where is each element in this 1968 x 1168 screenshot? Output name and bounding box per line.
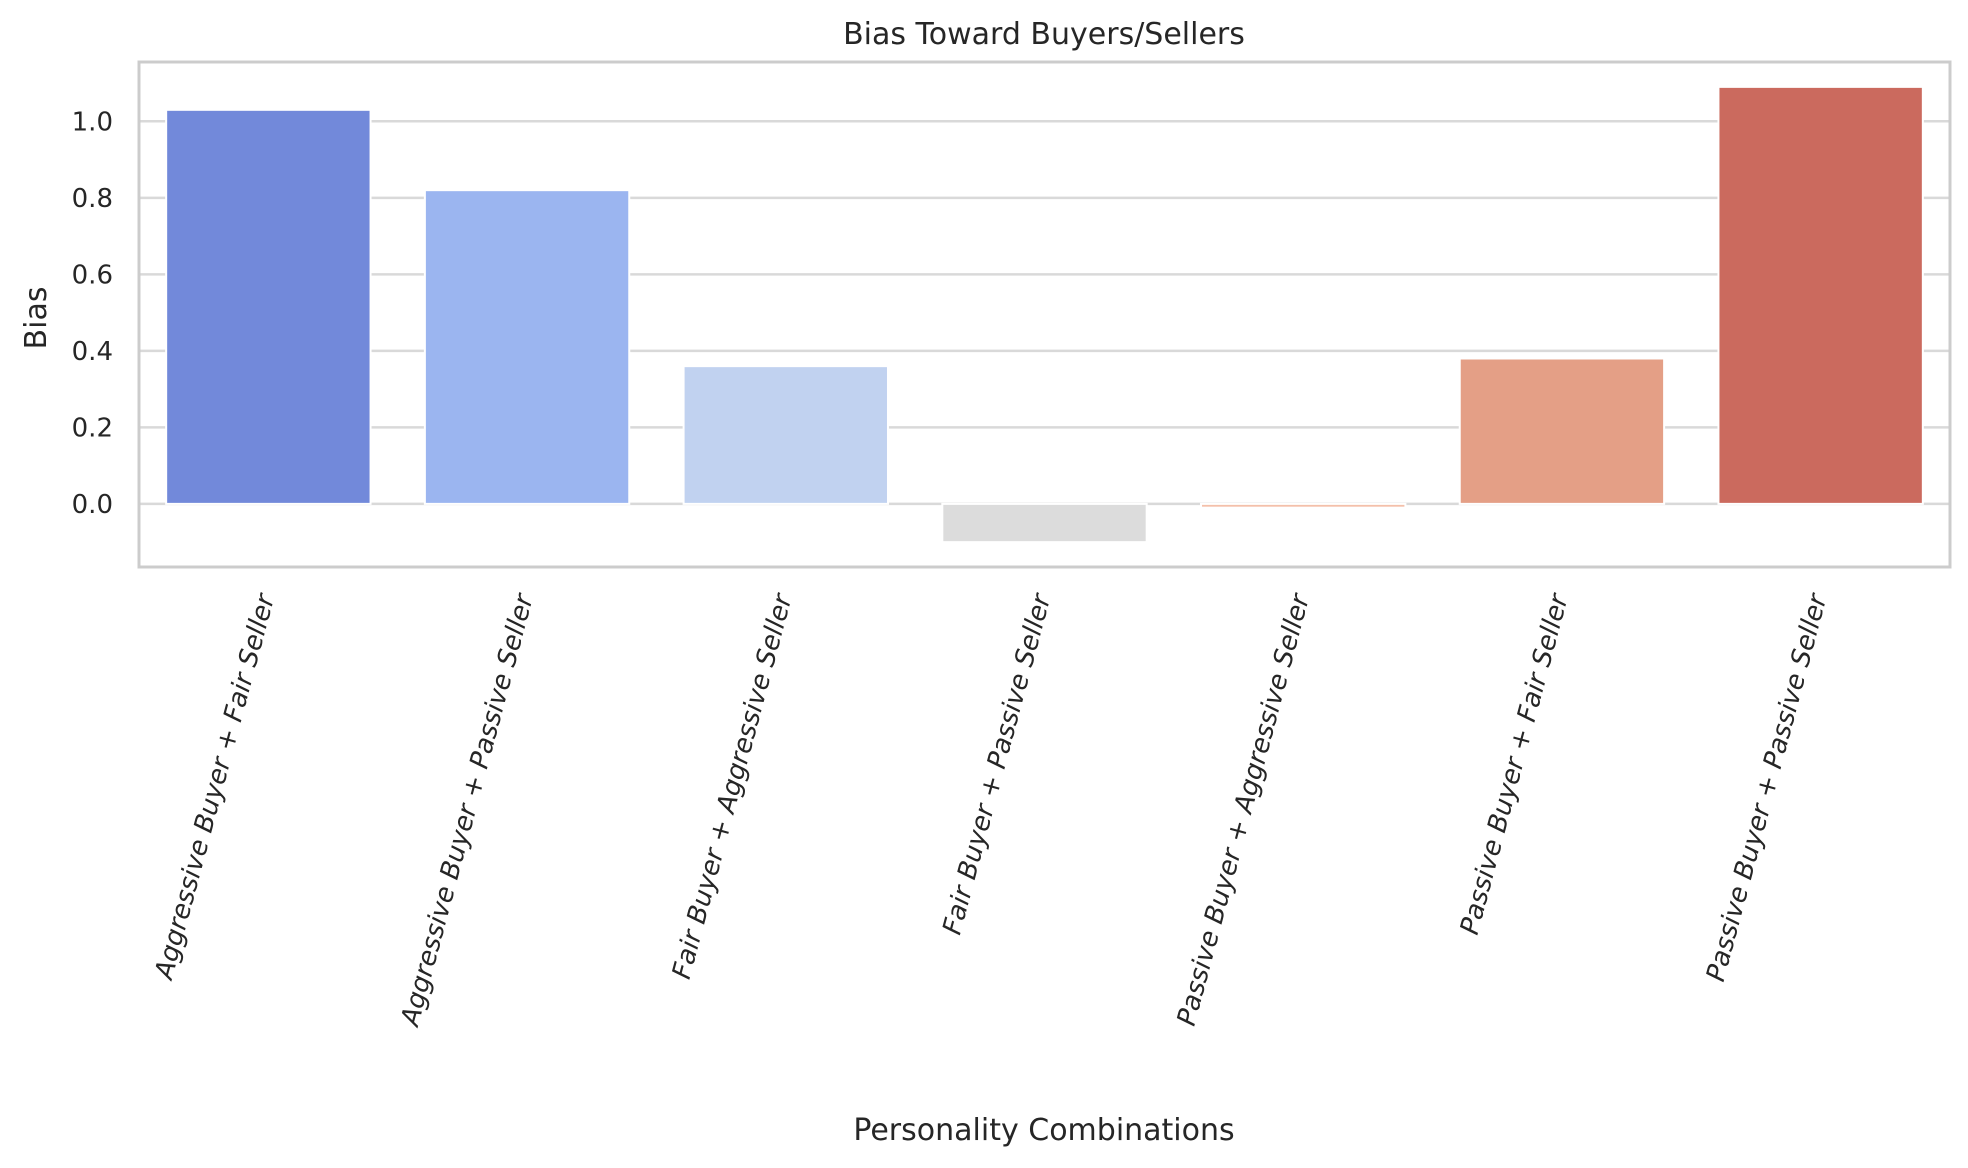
y-axis-label: Bias <box>19 287 54 350</box>
y-tick-label: 0.0 <box>72 490 113 520</box>
bar <box>423 189 631 505</box>
bar <box>1458 357 1666 505</box>
chart-title: Bias Toward Buyers/Sellers <box>843 17 1245 52</box>
y-tick-label: 1.0 <box>72 107 113 137</box>
bar <box>941 502 1148 544</box>
x-axis-label: Personality Combinations <box>853 1113 1234 1148</box>
y-tick-label: 0.8 <box>72 184 113 214</box>
bar <box>682 365 889 505</box>
plot-frame <box>137 60 1952 569</box>
bar <box>165 108 372 505</box>
y-tick-labels: 0.0 0.2 0.4 0.6 0.8 1.0 <box>72 107 113 520</box>
y-tick-label: 0.6 <box>72 260 113 290</box>
bar <box>1717 85 1924 505</box>
y-tick-label: 0.4 <box>72 337 113 367</box>
bar <box>1200 502 1407 509</box>
y-tick-label: 0.2 <box>72 413 113 443</box>
bars <box>165 85 1924 544</box>
